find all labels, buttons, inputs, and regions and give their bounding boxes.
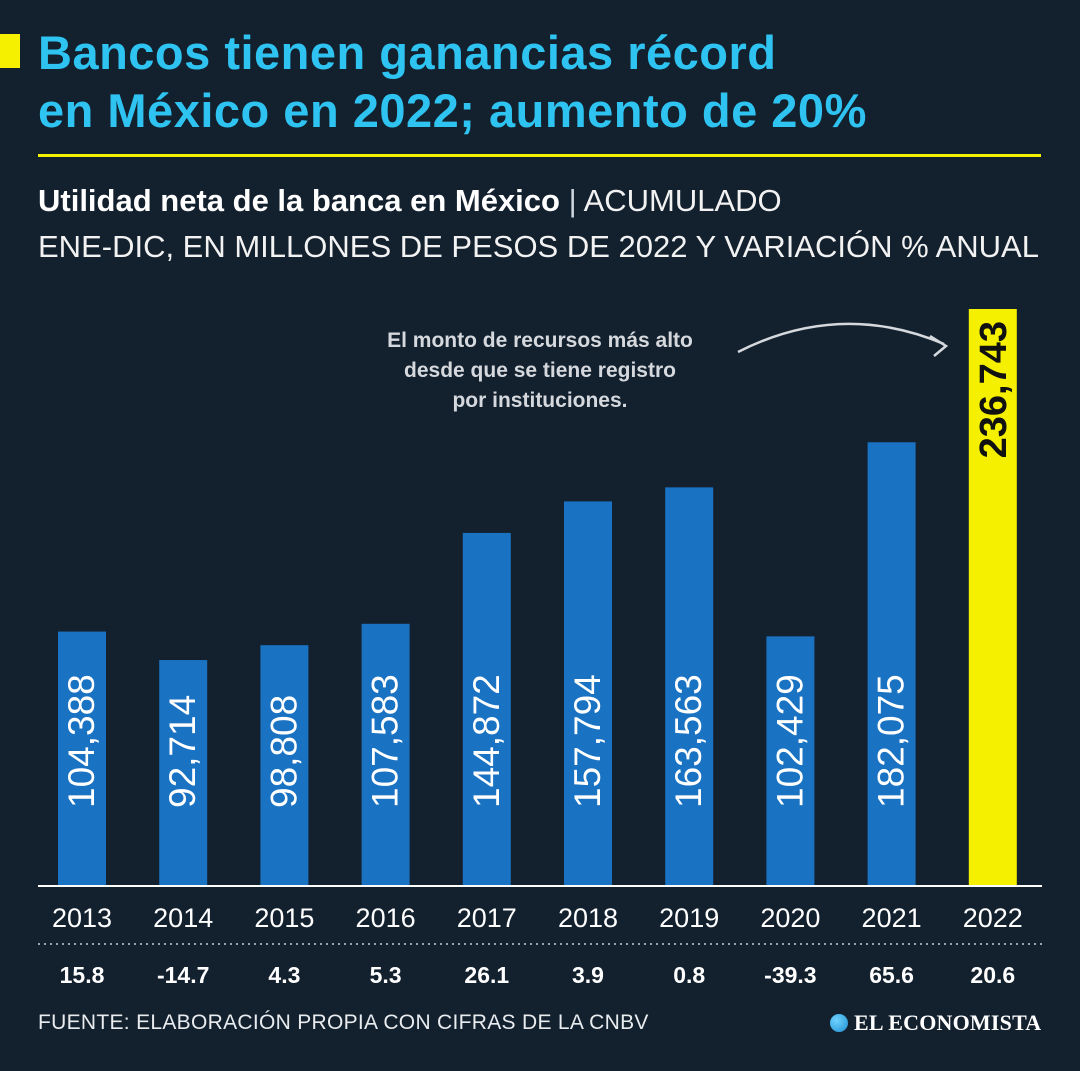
bar-2014 <box>159 660 208 886</box>
publisher-logo: EL ECONOMISTA <box>830 1010 1041 1036</box>
subtitle-separator: | <box>568 183 577 218</box>
subtitle-strong: Utilidad neta de la banca en México <box>38 183 560 218</box>
value-label-2020: 102,429 <box>769 674 810 808</box>
pct-change-label-2019: 0.8 <box>673 962 705 988</box>
pct-change-label-2018: 3.9 <box>572 962 604 988</box>
value-label-2016: 107,583 <box>365 674 406 808</box>
value-label-2019: 163,563 <box>668 674 709 808</box>
pct-change-label-2017: 26.1 <box>464 962 509 988</box>
pct-change-label-2015: 4.3 <box>268 962 300 988</box>
chart-annotation: El monto de recursos más alto desde que … <box>340 326 740 416</box>
x-tick-label-2014: 2014 <box>153 903 213 933</box>
value-label-2015: 98,808 <box>263 695 304 808</box>
x-tick-label-2019: 2019 <box>659 903 719 933</box>
subtitle-light-1: ACUMULADO <box>583 183 782 218</box>
value-label-2013: 104,388 <box>61 674 102 808</box>
pct-change-label-2021: 65.6 <box>869 962 914 988</box>
page-title: Bancos tienen ganancias récord en México… <box>38 24 1048 140</box>
chart-subtitle: Utilidad neta de la banca en México | AC… <box>38 178 1048 270</box>
accent-mark <box>0 34 20 68</box>
annotation-line-1: El monto de recursos más alto <box>387 329 693 352</box>
annotation-arrow <box>737 322 945 354</box>
bar-2019 <box>665 487 714 886</box>
value-label-2014: 92,714 <box>162 695 203 808</box>
x-tick-label-2015: 2015 <box>254 903 314 933</box>
value-label-2017: 144,872 <box>466 674 507 808</box>
pct-change-label-2022: 20.6 <box>970 962 1015 988</box>
title-line-1: Bancos tienen ganancias récord <box>38 26 777 79</box>
x-tick-label-2021: 2021 <box>862 903 922 933</box>
pct-change-label-2014: -14.7 <box>157 962 209 988</box>
bar-2013 <box>58 631 106 886</box>
logo-icon <box>830 1014 848 1032</box>
bar-2018 <box>564 501 612 886</box>
pct-change-label-2020: -39.3 <box>764 962 816 988</box>
x-tick-label-2016: 2016 <box>356 903 416 933</box>
bar-2015 <box>260 645 309 886</box>
annotation-line-2: desde que se tiene registro <box>404 359 676 382</box>
annotation-line-3: por instituciones. <box>452 389 628 412</box>
x-tick-label-2018: 2018 <box>558 903 618 933</box>
bar-2016 <box>361 623 410 886</box>
x-tick-label-2020: 2020 <box>760 903 820 933</box>
annotation-arrowhead <box>929 334 949 357</box>
pct-change-label-2016: 5.3 <box>370 962 402 988</box>
x-tick-label-2017: 2017 <box>457 903 517 933</box>
bar-2021 <box>867 442 916 886</box>
value-label-2021: 182,075 <box>871 674 912 808</box>
x-tick-label-2013: 2013 <box>52 903 112 933</box>
source-note: FUENTE: ELABORACIÓN PROPIA CON CIFRAS DE… <box>38 1011 649 1034</box>
title-line-2: en México en 2022; aumento de 20% <box>38 84 867 137</box>
subtitle-light-2: ENE-DIC, EN MILLONES DE PESOS DE 2022 Y … <box>38 229 1039 264</box>
value-label-2018: 157,794 <box>567 674 608 808</box>
bar-2020 <box>766 636 815 886</box>
title-divider <box>38 154 1041 157</box>
bar-2017 <box>462 532 511 886</box>
bar-2022 <box>968 309 1017 886</box>
x-tick-label-2022: 2022 <box>963 903 1023 933</box>
logo-text: EL ECONOMISTA <box>854 1010 1042 1035</box>
value-label-2022: 236,743 <box>973 321 1015 458</box>
pct-change-label-2013: 15.8 <box>60 962 105 988</box>
